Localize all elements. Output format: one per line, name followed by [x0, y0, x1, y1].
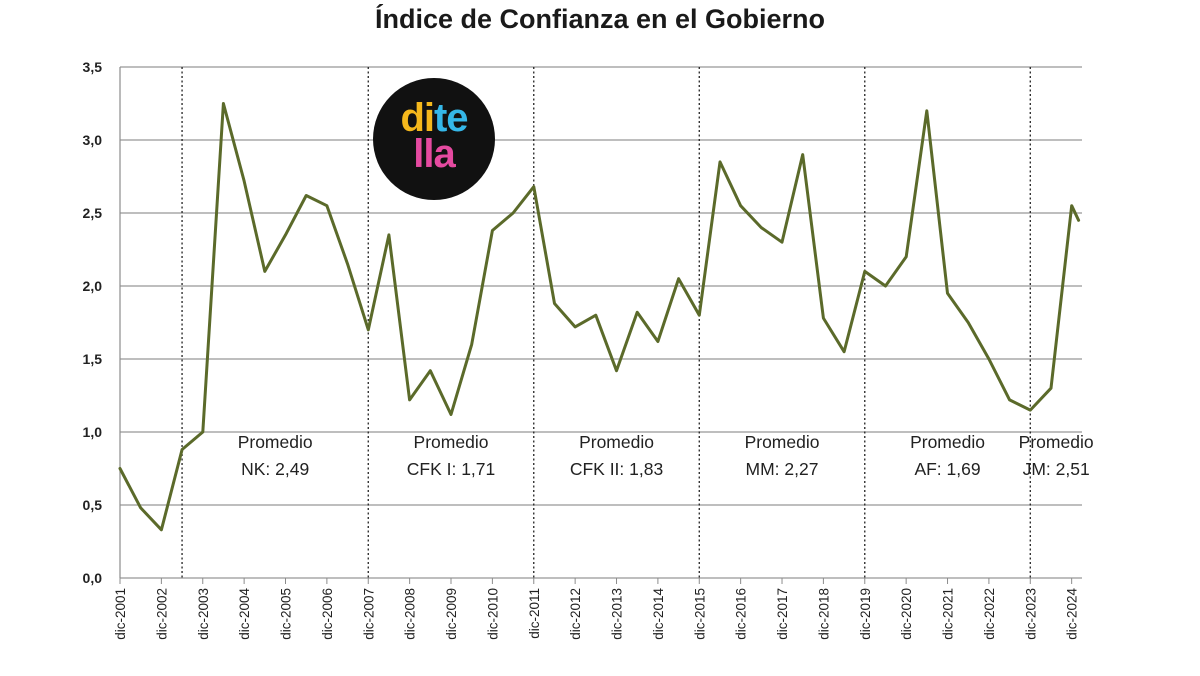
annotation-line-1: Promedio	[910, 432, 985, 452]
y-tick-label: 2,0	[83, 278, 103, 294]
logo-text-di: di	[400, 96, 435, 140]
x-tick-label: dic-2014	[651, 588, 666, 640]
x-tick-label: dic-2020	[899, 588, 914, 640]
x-tick-label: dic-2008	[403, 588, 418, 640]
annotation-line-2: NK: 2,49	[241, 459, 309, 479]
annotation-line-2: CFK II: 1,83	[570, 459, 663, 479]
logo-line-2: lla	[373, 134, 495, 174]
x-tick-label: dic-2016	[734, 588, 749, 640]
series-group	[118, 102, 1081, 532]
annotation-line-2: JM: 2,51	[1023, 459, 1090, 479]
gridlines	[120, 66, 1082, 579]
x-tick-label: dic-2024	[1065, 588, 1080, 640]
x-tick-label: dic-2004	[237, 588, 252, 640]
x-tick-label: dic-2021	[941, 588, 956, 640]
x-tick-label: dic-2001	[113, 588, 128, 640]
y-tick-label: 1,0	[83, 424, 103, 440]
y-tick-label: 3,5	[83, 59, 103, 75]
x-tick-label: dic-2018	[816, 588, 831, 640]
x-tick-label: dic-2011	[527, 588, 542, 639]
period-annotation: Promedio CFK II: 1,83	[570, 432, 663, 479]
logo-text-lla: lla	[413, 132, 455, 176]
period-annotation: Promedio JM: 2,51	[1019, 432, 1094, 479]
y-tick-label: 3,0	[83, 132, 103, 148]
annotation-line-2: CFK I: 1,71	[407, 459, 496, 479]
y-tick-label: 2,5	[83, 205, 103, 221]
x-tick-label: dic-2006	[320, 588, 335, 640]
period-annotation: Promedio CFK I: 1,71	[407, 432, 496, 479]
period-annotation: Promedio AF: 1,69	[910, 432, 985, 479]
annotation-line-2: AF: 1,69	[914, 459, 980, 479]
period-annotation: Promedio MM: 2,27	[745, 432, 820, 479]
y-tick-label: 0,5	[83, 497, 103, 513]
x-tick-label: dic-2012	[568, 588, 583, 640]
period-dividers	[181, 67, 1031, 578]
annotation-line-1: Promedio	[238, 432, 313, 452]
x-tick-label: dic-2007	[361, 588, 376, 640]
ditella-logo: dite lla	[373, 78, 495, 200]
x-tick-label: dic-2002	[154, 588, 169, 640]
x-tick-label: dic-2005	[279, 588, 294, 640]
series-line	[118, 102, 1081, 532]
x-tick-label: dic-2017	[775, 588, 790, 640]
x-tick-label: dic-2009	[444, 588, 459, 640]
x-tick-label: dic-2013	[610, 588, 625, 640]
annotation-line-2: MM: 2,27	[746, 459, 819, 479]
y-tick-label: 0,0	[83, 570, 103, 586]
x-tick-label: dic-2010	[485, 588, 500, 640]
chart-title: Índice de Confianza en el Gobierno	[374, 4, 826, 34]
period-annotation: Promedio NK: 2,49	[238, 432, 313, 479]
x-axis: dic-2001 dic-2002 dic-2003 dic-2004 dic-2005…	[113, 578, 1080, 640]
logo-text-te: te	[433, 96, 469, 140]
annotation-line-1: Promedio	[1019, 432, 1094, 452]
y-tick-label: 1,5	[83, 351, 103, 367]
annotation-line-1: Promedio	[579, 432, 654, 452]
annotation-line-1: Promedio	[414, 432, 489, 452]
y-axis: 0,0 0,5 1,0 1,5 2,0 2,5 3,0 3,5	[83, 59, 121, 586]
x-tick-label: dic-2003	[196, 588, 211, 640]
x-tick-label: dic-2022	[982, 588, 997, 640]
annotation-line-1: Promedio	[745, 432, 820, 452]
x-tick-label: dic-2023	[1023, 588, 1038, 640]
logo-line-1: dite	[373, 98, 495, 138]
x-tick-label: dic-2019	[858, 588, 873, 640]
x-tick-label: dic-2015	[692, 588, 707, 640]
